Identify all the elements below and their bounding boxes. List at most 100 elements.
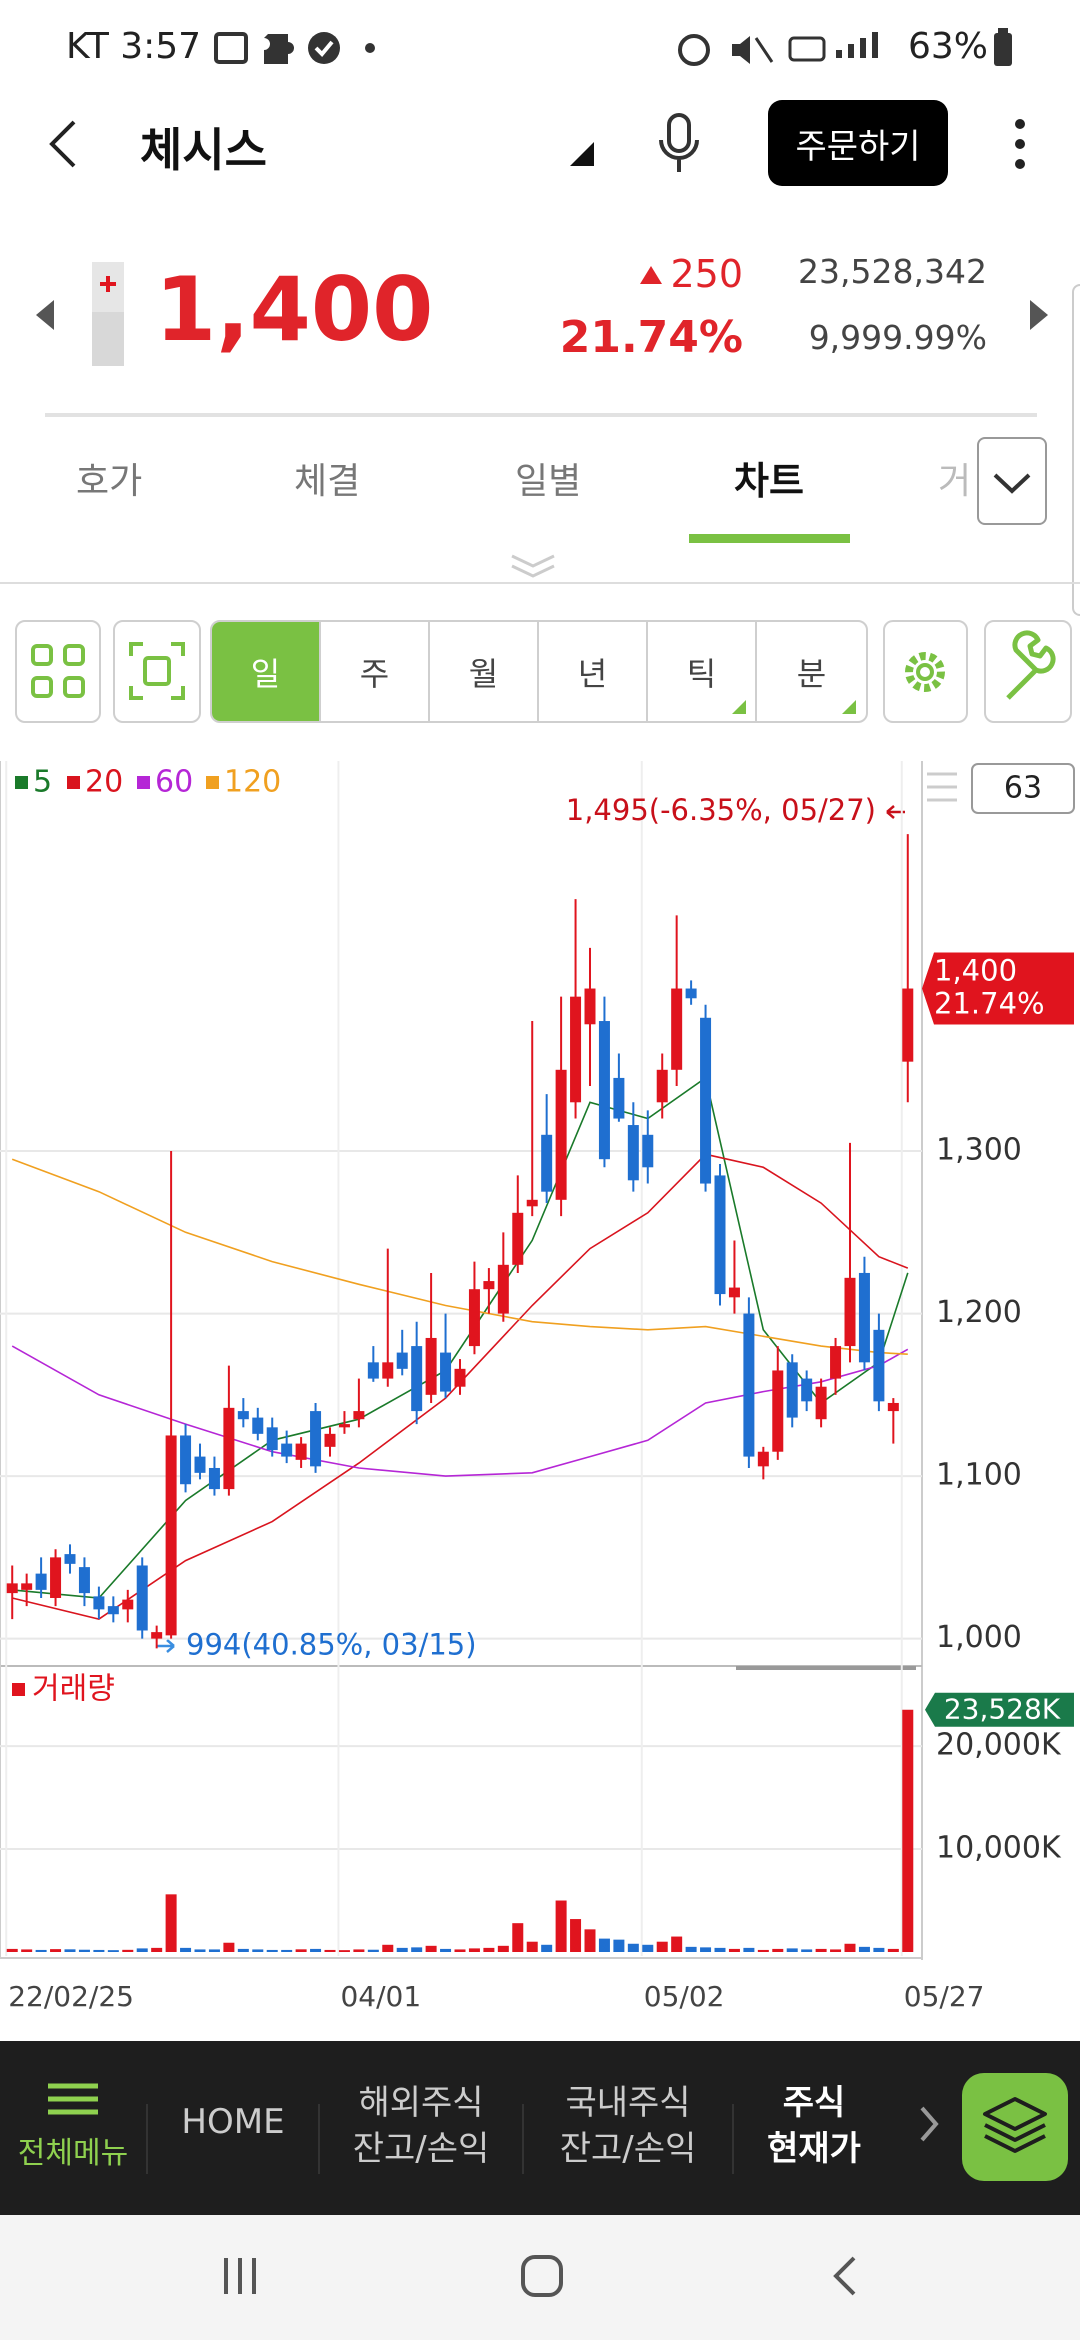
candle-body <box>598 1021 610 1160</box>
battery-icon <box>994 28 1012 66</box>
volume-bar <box>93 1949 105 1952</box>
volume-bar <box>35 1949 47 1952</box>
volume-bar <box>613 1939 625 1952</box>
volume-bar <box>223 1942 235 1952</box>
nav-all-menu[interactable]: 전체메뉴 <box>17 2136 129 2171</box>
tab-expand[interactable] <box>977 437 1047 525</box>
volume-bar <box>353 1949 365 1952</box>
candle-body <box>151 1632 163 1639</box>
candle-body <box>685 988 697 999</box>
y2-tick-label: 10,000K <box>936 1831 1062 1866</box>
volume-bar <box>714 1947 726 1952</box>
candle-body <box>338 1424 350 1428</box>
fullscreen-button[interactable] <box>113 620 201 723</box>
period[interactable]: 년 <box>539 622 648 721</box>
legend-swatch <box>67 776 80 789</box>
legend-label: 20 <box>85 765 123 800</box>
tab[interactable]: 체결 <box>294 461 361 502</box>
candle-body <box>208 1467 220 1490</box>
volume-bar <box>382 1944 394 1952</box>
candle-body <box>613 1077 625 1119</box>
candle-body <box>440 1352 452 1392</box>
candle-body <box>107 1606 119 1615</box>
layers-button[interactable] <box>962 2073 1068 2181</box>
price-tag-label: 1,400 <box>934 954 1017 988</box>
collapse-handle[interactable] <box>508 552 558 582</box>
tab[interactable]: 호가 <box>76 461 143 502</box>
volume-bar <box>107 1950 119 1952</box>
wrench-icon <box>1006 630 1056 700</box>
volume-bar <box>627 1943 639 1952</box>
candle-body <box>367 1362 379 1379</box>
nav-current-price[interactable]: 주식 현재가 <box>734 2080 894 2172</box>
volume-bar <box>902 1709 914 1952</box>
tab[interactable]: 일별 <box>515 461 582 502</box>
settings-button[interactable] <box>883 620 968 723</box>
nav-home[interactable]: HOME <box>181 2102 285 2142</box>
volume-bar <box>425 1945 437 1952</box>
nav-more[interactable] <box>918 2104 942 2144</box>
volume-bar <box>483 1947 495 1952</box>
mic-button[interactable] <box>654 112 704 176</box>
nav-domestic[interactable]: 국내주식 잔고/손익 <box>524 2080 732 2172</box>
recent-apps[interactable] <box>220 2256 260 2296</box>
candle-body <box>844 1277 856 1347</box>
period[interactable]: 분 <box>796 654 827 693</box>
candle-body <box>310 1411 322 1467</box>
volume-bar <box>526 1941 538 1952</box>
nav-separator <box>146 2104 148 2174</box>
battery-text: 63% <box>908 26 989 67</box>
x-tick-label: 22/02/25 <box>8 1980 134 2013</box>
volume-bar <box>685 1946 697 1952</box>
count-box[interactable] <box>971 763 1075 814</box>
period[interactable]: 틱 <box>648 622 757 721</box>
status-icons <box>214 32 375 64</box>
volume-bar <box>570 1919 582 1952</box>
nav-line: 잔고/손익 <box>352 2129 490 2169</box>
nav-line: 잔고/손익 <box>559 2129 697 2169</box>
back-system[interactable] <box>830 2254 860 2298</box>
order-button[interactable]: 주문하기 <box>768 100 948 186</box>
candle-body <box>93 1596 105 1610</box>
sub-option <box>842 700 856 714</box>
volume-bar <box>801 1949 813 1952</box>
period[interactable]: 주 <box>321 622 430 721</box>
limit-indicator <box>92 262 124 366</box>
tools-button[interactable] <box>984 620 1072 723</box>
legend-label: 5 <box>33 765 52 800</box>
section-line <box>0 582 1080 584</box>
nav-line: 주식 <box>782 2083 846 2123</box>
next-stock[interactable] <box>1024 298 1052 332</box>
candle-body <box>555 1069 567 1200</box>
dropdown-triangle[interactable] <box>568 140 598 170</box>
home-button[interactable] <box>520 2254 564 2298</box>
volume-bar <box>454 1949 466 1952</box>
volume-bar <box>237 1948 249 1952</box>
period[interactable]: 월 <box>430 622 539 721</box>
volume-bar <box>512 1923 524 1952</box>
more-button[interactable] <box>1008 116 1032 176</box>
candle-body <box>627 1125 639 1181</box>
volume-bar <box>50 1949 62 1952</box>
prev-stock[interactable] <box>32 298 60 332</box>
back-button[interactable] <box>44 118 84 170</box>
tab[interactable]: 거 <box>938 461 972 502</box>
period-day[interactable]: 일 <box>212 622 321 721</box>
legend-swatch <box>137 776 150 789</box>
volume-bar <box>295 1949 307 1952</box>
volume-bar <box>252 1949 264 1952</box>
layout-button[interactable] <box>15 620 101 723</box>
volume-bar <box>873 1947 885 1952</box>
volume-bar <box>671 1936 683 1952</box>
nav-overseas[interactable]: 해외주식 잔고/손익 <box>320 2080 522 2172</box>
volume-bar <box>497 1945 509 1952</box>
candle-body <box>281 1443 293 1457</box>
tab-active[interactable]: 차트 <box>734 459 804 503</box>
candle-body <box>858 1272 870 1363</box>
menu-icon[interactable] <box>927 772 957 802</box>
candle-body <box>873 1329 885 1402</box>
nav-separator <box>522 2104 524 2174</box>
period-selector: 일 주 월 년 틱 분 <box>210 620 868 723</box>
status-time: KT 3:57 <box>66 26 202 67</box>
